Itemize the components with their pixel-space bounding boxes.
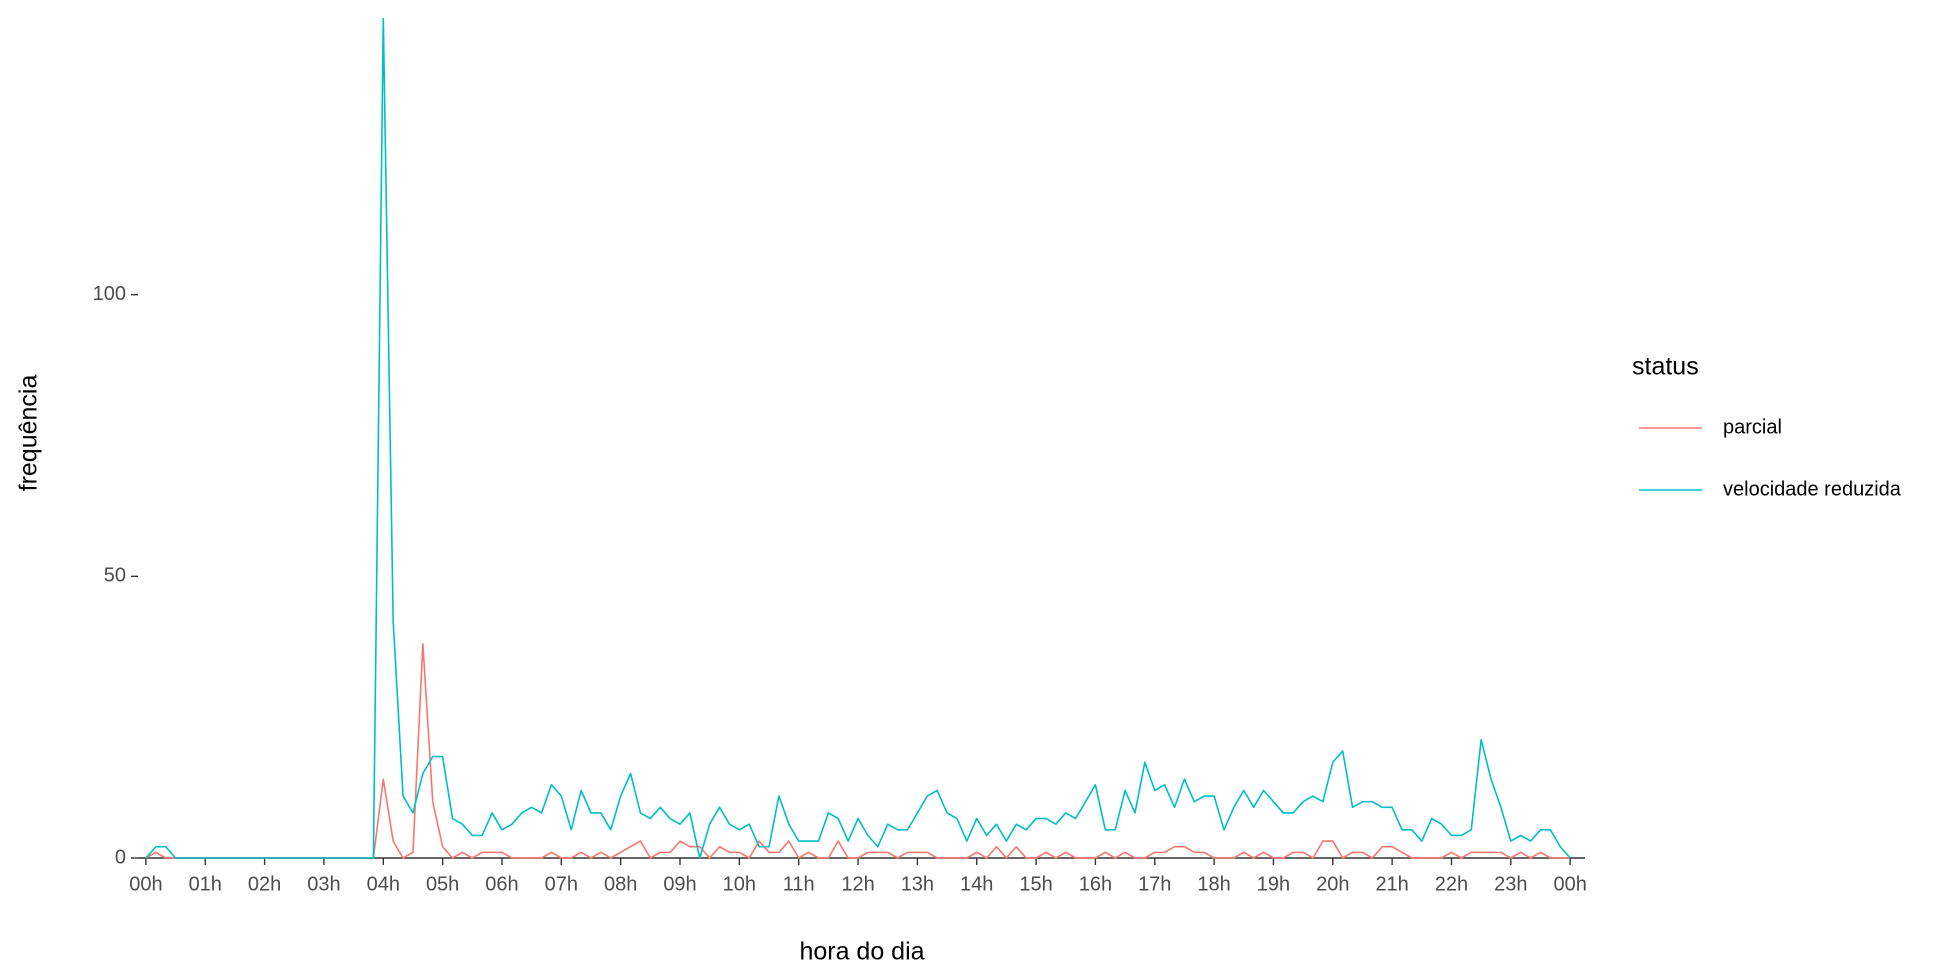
y-tick-label: 50 [104, 565, 126, 587]
series-line [145, 17, 1571, 859]
x-tick-label: 12h [841, 873, 874, 895]
x-tick-label: 16h [1079, 873, 1112, 895]
series-line [145, 643, 1571, 859]
x-tick-label: 23h [1494, 873, 1527, 895]
legend-title: status [1632, 353, 1699, 381]
y-tick-label: 0 [115, 846, 126, 868]
y-tick-label: 100 [93, 283, 126, 305]
x-tick-label: 21h [1375, 873, 1408, 895]
x-tick-label: 05h [426, 873, 459, 895]
x-tick-label: 15h [1019, 873, 1052, 895]
x-tick-label: 03h [307, 873, 340, 895]
x-axis-title: hora do dia [799, 938, 924, 966]
x-tick-label: 11h [783, 873, 815, 895]
legend-label: parcial [1723, 416, 1782, 438]
x-tick-label: 00h [129, 873, 162, 895]
x-tick-label: 08h [604, 873, 637, 895]
x-tick-label: 09h [663, 873, 696, 895]
x-tick-label: 14h [960, 873, 993, 895]
x-tick-label: 19h [1257, 873, 1290, 895]
x-tick-label: 01h [189, 873, 222, 895]
x-tick-label: 20h [1316, 873, 1349, 895]
x-tick-label: 13h [901, 873, 934, 895]
y-axis-title: frequência [15, 375, 43, 492]
x-tick-label: 07h [545, 873, 578, 895]
x-tick-label: 22h [1435, 873, 1468, 895]
x-tick-label: 17h [1138, 873, 1171, 895]
x-tick-label: 06h [485, 873, 518, 895]
x-tick-label: 04h [367, 873, 400, 895]
legend-label: velocidade reduzida [1723, 478, 1902, 500]
x-tick-label: 18h [1197, 873, 1230, 895]
x-tick-label: 10h [723, 873, 756, 895]
x-tick-label: 00h [1553, 873, 1586, 895]
x-tick-label: 02h [248, 873, 281, 895]
